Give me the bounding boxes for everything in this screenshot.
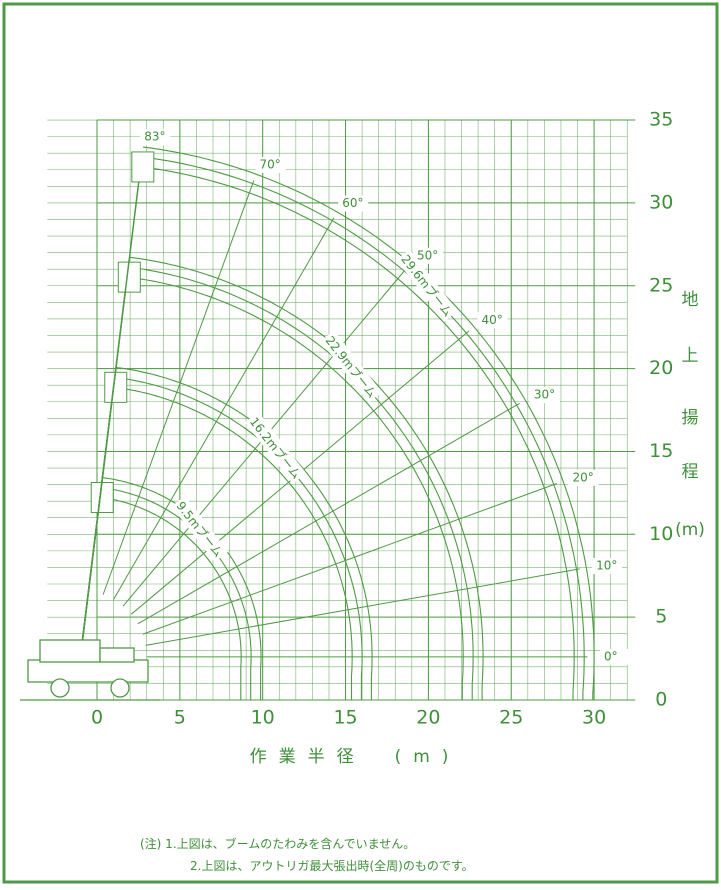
wheel [51, 679, 69, 697]
marks [80, 129, 630, 700]
boom-head [118, 262, 140, 292]
y-tick-label: 10 [649, 523, 673, 545]
x-tick-label: 10 [251, 707, 275, 729]
boom-head [132, 152, 154, 182]
boom-label: 22.9mブーム [323, 333, 380, 401]
y-axis-label: 揚 [682, 408, 699, 428]
carrier-house [40, 640, 100, 662]
y-tick-label: 20 [649, 357, 673, 379]
angle-label: 40° [482, 313, 503, 327]
y-tick-label: 15 [649, 440, 673, 462]
x-tick-label: 25 [499, 707, 523, 729]
angle-label: 60° [342, 196, 363, 210]
x-tick-label: 15 [333, 707, 357, 729]
note: (注) 1.上図は、ブームのたわみを含んでいません。 [140, 836, 415, 851]
y-tick-label: 35 [649, 109, 673, 131]
boom-arc [141, 167, 575, 700]
boom-head [91, 483, 113, 513]
y-tick-label: 25 [649, 274, 673, 296]
angle-label: 70° [260, 157, 281, 171]
angle-label: 10° [596, 558, 617, 572]
diagram: (注) 1.上図は、ブームのたわみを含んでいません。 2.上図は、アウトリガ最大… [0, 0, 721, 886]
crane-carrier [20, 640, 160, 700]
boom [80, 160, 141, 657]
x-tick-label: 20 [416, 707, 440, 729]
carrier-body [28, 660, 148, 682]
y-axis-unit: (m) [675, 520, 705, 540]
x-tick-label: 0 [91, 707, 103, 729]
boom-head [105, 372, 127, 402]
x-tick-label: 30 [582, 707, 606, 729]
angle-label: 0° [604, 649, 618, 663]
carrier-cab [100, 648, 134, 662]
note: 2.上図は、アウトリガ最大張出時(全周)のものです。 [190, 859, 474, 873]
angle-label: 83° [144, 130, 165, 144]
angle-label: 50° [417, 248, 438, 262]
y-tick-label: 0 [655, 689, 667, 711]
y-axis-label: 上 [682, 346, 699, 366]
y-tick-label: 30 [649, 191, 673, 213]
boom-arc [114, 387, 353, 700]
wheel [111, 679, 129, 697]
y-axis-label: 地 [682, 290, 699, 310]
x-tick-label: 5 [174, 707, 186, 729]
angle-label: 20° [572, 470, 593, 484]
y-axis-label: 程 [682, 462, 699, 482]
page: {"chart_data": { "type": "crane-range", … [0, 0, 721, 886]
y-tick-label: 5 [655, 606, 667, 628]
angle-label: 30° [534, 388, 555, 402]
x-axis-label: 作業半径 (m) [250, 747, 461, 767]
